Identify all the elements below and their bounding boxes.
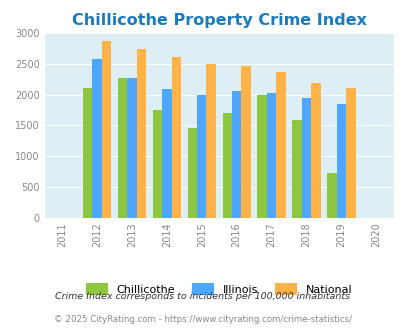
Bar (83, 88, 92, 218)
Bar (152, 110, 162, 218)
Title: Chillicothe Property Crime Index: Chillicothe Property Crime Index (72, 13, 366, 28)
Bar (266, 93, 276, 218)
Bar (292, 120, 301, 218)
Bar (206, 64, 215, 218)
Bar (222, 113, 231, 218)
Bar (276, 72, 285, 218)
Bar (301, 98, 311, 218)
Bar (127, 78, 136, 218)
Bar (187, 128, 196, 218)
Bar (102, 41, 111, 218)
Bar (311, 83, 320, 218)
Bar (257, 95, 266, 218)
Text: © 2025 CityRating.com - https://www.cityrating.com/crime-statistics/: © 2025 CityRating.com - https://www.city… (54, 315, 351, 324)
Bar (336, 104, 345, 218)
Legend: Chillicothe, Illinois, National: Chillicothe, Illinois, National (81, 279, 356, 299)
Bar (231, 91, 241, 218)
Bar (326, 173, 336, 218)
Bar (171, 57, 181, 218)
Bar (162, 89, 171, 218)
Text: Crime Index corresponds to incidents per 100,000 inhabitants: Crime Index corresponds to incidents per… (55, 292, 350, 301)
Bar (345, 88, 355, 218)
Bar (136, 49, 146, 218)
Bar (241, 66, 250, 218)
Bar (92, 59, 102, 218)
Bar (117, 78, 127, 218)
Bar (196, 95, 206, 218)
